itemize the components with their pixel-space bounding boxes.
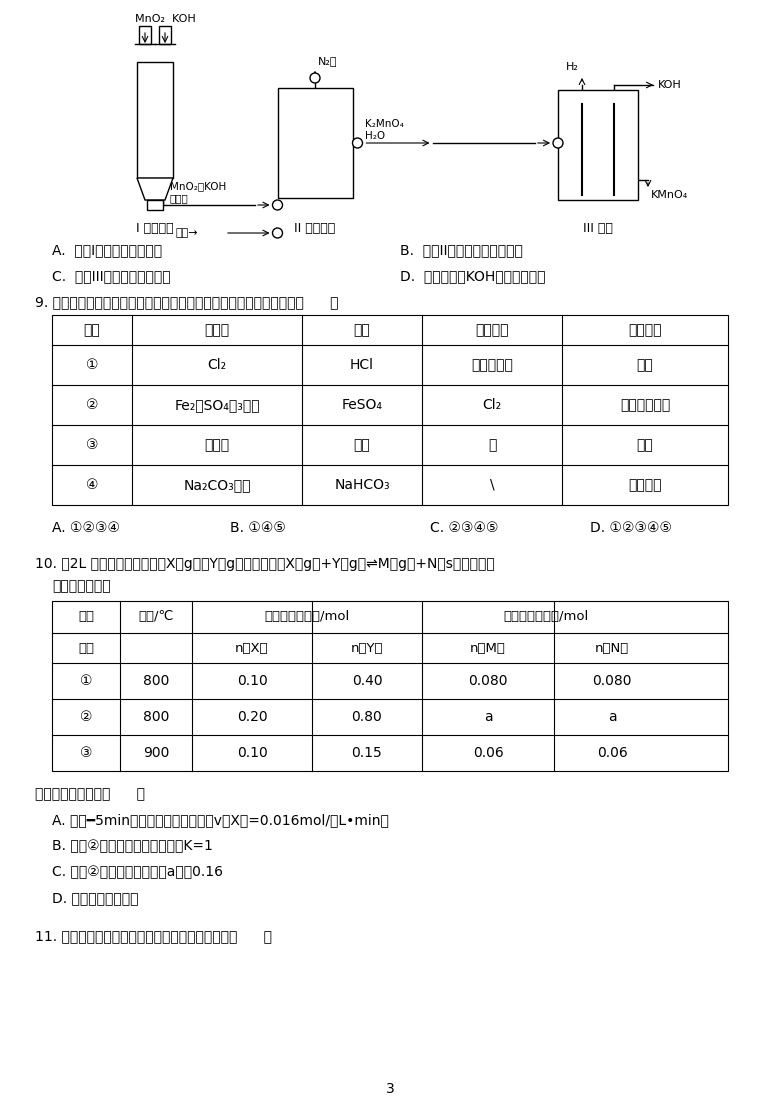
Text: 水: 水 — [488, 438, 496, 452]
Bar — [139, 26, 151, 44]
Text: ③: ③ — [80, 746, 92, 760]
Text: 0.06: 0.06 — [597, 746, 627, 760]
Text: C. 实验②中，达到平衡时，a小于0.16: C. 实验②中，达到平衡时，a小于0.16 — [52, 865, 223, 879]
Text: 11. 下列对实验操作和现象的解释与结论错误的是（      ）: 11. 下列对实验操作和现象的解释与结论错误的是（ ） — [35, 929, 272, 943]
Circle shape — [272, 200, 282, 210]
Text: 分离方法: 分离方法 — [628, 323, 661, 338]
Text: 3: 3 — [385, 1082, 395, 1096]
Text: A.  步骤I中发生了物理变化: A. 步骤I中发生了物理变化 — [52, 243, 162, 257]
Bar — [558, 90, 638, 200]
Circle shape — [353, 138, 363, 148]
Text: I 混合加热: I 混合加热 — [136, 222, 174, 235]
Text: 9. 为除去下列物质中的杂质，选用的除杂试剂或分离方法不正确的是（      ）: 9. 为除去下列物质中的杂质，选用的除杂试剂或分离方法不正确的是（ ） — [35, 295, 339, 309]
Text: ④: ④ — [86, 478, 98, 492]
Circle shape — [310, 73, 320, 83]
Text: ①: ① — [80, 674, 92, 688]
Text: 碗单质: 碗单质 — [204, 438, 229, 452]
Text: ②: ② — [86, 398, 98, 413]
Text: 平衡时物质的量/mol: 平衡时物质的量/mol — [503, 610, 589, 623]
Text: C. ②③④⑤: C. ②③④⑤ — [430, 521, 498, 535]
Text: 饱和食盐水: 饱和食盐水 — [471, 358, 513, 372]
Text: 800: 800 — [143, 674, 169, 688]
Text: B. ①④⑤: B. ①④⑤ — [230, 521, 286, 535]
Text: 800: 800 — [143, 710, 169, 724]
Bar — [137, 62, 173, 178]
Text: 下列说法正确的是（      ）: 下列说法正确的是（ ） — [35, 788, 145, 801]
Text: K₂MnO₄
H₂O: K₂MnO₄ H₂O — [364, 119, 403, 141]
Text: Fe₂（SO₄）₃溶液: Fe₂（SO₄）₃溶液 — [174, 398, 260, 413]
Text: 温度/℃: 温度/℃ — [138, 610, 174, 623]
Text: ①: ① — [86, 358, 98, 372]
Text: n（M）: n（M） — [470, 642, 506, 654]
Text: 除杂试剂: 除杂试剂 — [475, 323, 509, 338]
Text: 0.15: 0.15 — [352, 746, 382, 760]
Text: 过滤: 过滤 — [636, 438, 654, 452]
Text: 加氧化剂转化: 加氧化剂转化 — [620, 398, 670, 413]
Text: 过滤: 过滤 — [636, 358, 654, 372]
Text: N₂等: N₂等 — [318, 56, 338, 66]
Text: FeSO₄: FeSO₄ — [342, 398, 382, 413]
Text: 杂质: 杂质 — [353, 323, 370, 338]
Text: II 氧化反应: II 氧化反应 — [294, 222, 335, 235]
Text: 900: 900 — [143, 746, 169, 760]
Text: NaHCO₃: NaHCO₃ — [334, 478, 390, 492]
Text: KOH: KOH — [658, 81, 682, 90]
Text: 编号: 编号 — [78, 642, 94, 654]
Text: 空气→: 空气→ — [175, 228, 197, 238]
Text: B.  步骤II中氮气是生成物之一: B. 步骤II中氮气是生成物之一 — [400, 243, 523, 257]
Text: a: a — [608, 710, 616, 724]
Text: 0.80: 0.80 — [352, 710, 382, 724]
Text: A. 实验━5min达平衡，平均反应速率v（X）=0.016mol/（L•min）: A. 实验━5min达平衡，平均反应速率v（X）=0.016mol/（L•min… — [52, 813, 389, 827]
Text: MnO₂和KOH
熔融物: MnO₂和KOH 熔融物 — [170, 181, 226, 203]
Text: ②: ② — [80, 710, 92, 724]
Circle shape — [553, 138, 563, 148]
Text: 0.080: 0.080 — [468, 674, 508, 688]
Text: 起始时物质的量/mol: 起始时物质的量/mol — [264, 610, 349, 623]
Text: n（N）: n（N） — [595, 642, 629, 654]
Text: C.  步骤III中水是反应物之一: C. 步骤III中水是反应物之一 — [52, 269, 171, 283]
Bar — [52, 315, 728, 505]
Bar — [159, 26, 171, 44]
Text: III 电解: III 电解 — [583, 222, 613, 235]
Text: 序号: 序号 — [83, 323, 101, 338]
Text: B. 实验②中，该反应的平衡常数K=1: B. 实验②中，该反应的平衡常数K=1 — [52, 839, 213, 853]
Text: 验数据如下表：: 验数据如下表： — [52, 579, 111, 593]
Text: D. ①②③④⑤: D. ①②③④⑤ — [590, 521, 672, 535]
Text: 10. 在2L 恒容密闭容器中充入X（g）和Y（g），发生反应X（g）+Y（g）⇌M（g）+N（s），所得实: 10. 在2L 恒容密闭容器中充入X（g）和Y（g），发生反应X（g）+Y（g）… — [35, 557, 495, 571]
Text: Cl₂: Cl₂ — [207, 358, 226, 372]
Bar — [147, 200, 163, 210]
Text: MnO₂  KOH: MnO₂ KOH — [135, 14, 196, 24]
Text: A. ①②③④: A. ①②③④ — [52, 521, 120, 535]
Text: n（X）: n（X） — [236, 642, 269, 654]
Text: 0.10: 0.10 — [236, 746, 268, 760]
Bar — [278, 88, 353, 199]
Text: H₂: H₂ — [566, 62, 579, 72]
Text: Cl₂: Cl₂ — [483, 398, 502, 413]
Text: n（Y）: n（Y） — [351, 642, 383, 654]
Text: D.  上述流程中KOH可以循环利用: D. 上述流程中KOH可以循环利用 — [400, 269, 545, 283]
Text: 原物质: 原物质 — [204, 323, 229, 338]
Text: HCl: HCl — [350, 358, 374, 372]
Text: D. 正反应为吸热反应: D. 正反应为吸热反应 — [52, 891, 139, 904]
Text: 0.20: 0.20 — [236, 710, 268, 724]
Text: ③: ③ — [86, 438, 98, 452]
Text: 0.06: 0.06 — [473, 746, 503, 760]
Text: 加热分解: 加热分解 — [628, 478, 661, 492]
Circle shape — [272, 228, 282, 238]
Text: 0.10: 0.10 — [236, 674, 268, 688]
Text: a: a — [484, 710, 492, 724]
Text: KMnO₄: KMnO₄ — [651, 190, 688, 200]
Text: 实验: 实验 — [78, 610, 94, 623]
Text: \: \ — [490, 478, 495, 492]
Polygon shape — [137, 178, 173, 200]
Text: Na₂CO₃固体: Na₂CO₃固体 — [183, 478, 250, 492]
Bar — [52, 601, 728, 771]
Text: 0.080: 0.080 — [592, 674, 632, 688]
Text: 0.40: 0.40 — [352, 674, 382, 688]
Text: 泥沙: 泥沙 — [353, 438, 370, 452]
